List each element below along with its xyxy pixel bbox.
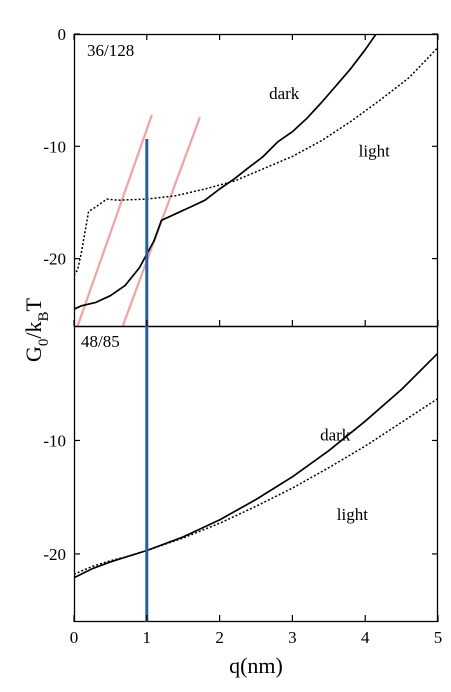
series-light-line	[74, 397, 438, 575]
y-axis-label: G0/kBT	[21, 297, 52, 362]
y-tick-label: -20	[43, 545, 66, 564]
x-tick-label: 5	[434, 628, 443, 647]
y-tick-label: -10	[43, 431, 66, 450]
y-tick-label: 0	[58, 25, 67, 44]
y-label-tail: T	[21, 297, 46, 311]
y-label-slash: /k	[21, 321, 46, 338]
y-label-sub0: 0	[36, 339, 52, 347]
y-label-subB: B	[36, 311, 52, 321]
panel-bottom-frame	[73, 325, 439, 623]
x-tick-label: 1	[143, 628, 152, 647]
curve-label-light: light	[359, 141, 390, 160]
y-label-main: G	[21, 346, 46, 362]
svg-text:G0/kBT: G0/kBT	[21, 297, 52, 362]
x-tick-label: 3	[288, 628, 297, 647]
series-dark-line	[74, 34, 377, 310]
series-dark-line	[74, 352, 438, 579]
x-tick-label: 0	[70, 628, 79, 647]
curve-label-dark: dark	[320, 425, 351, 444]
panel-bottom-label: 48/85	[81, 332, 120, 351]
y-tick-label: -10	[43, 137, 66, 156]
x-axis-label: q(nm)	[229, 653, 283, 678]
x-tick-label: 2	[215, 628, 224, 647]
panel-bottom: dark light -10 -20 48/85	[43, 325, 439, 623]
curve-label-light: light	[337, 505, 368, 524]
panel-top: dark light 0 -10 -20 36/128	[43, 25, 439, 328]
x-tick-label: 4	[361, 628, 370, 647]
panel-top-label: 36/128	[87, 41, 134, 60]
curve-label-dark: dark	[269, 84, 300, 103]
guide-line-1	[76, 114, 153, 326]
y-tick-label: -20	[43, 250, 66, 269]
series-light-line	[74, 46, 438, 276]
